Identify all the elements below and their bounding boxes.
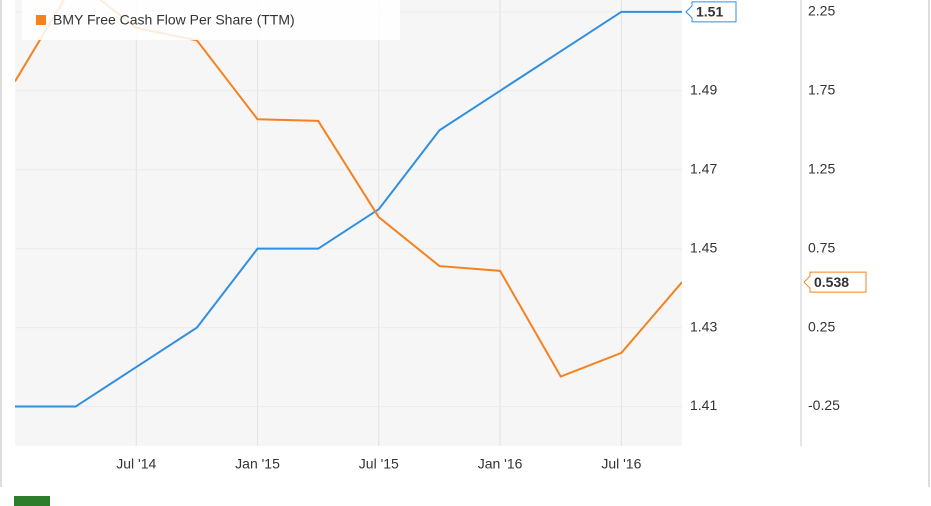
y2-tick-label: 2.25	[808, 3, 835, 19]
plot-area	[15, 0, 682, 446]
x-tick-label: Jul '14	[116, 456, 156, 472]
x-tick-label: Jan '16	[478, 456, 523, 472]
legend: BMY Free Cash Flow Per Share (TTM)	[36, 12, 295, 28]
y-tick-label: 1.43	[690, 318, 717, 334]
value-label: 1.51	[696, 4, 723, 20]
value-label-box	[803, 271, 867, 293]
y-tick-label: 1.45	[690, 239, 717, 255]
y2-tick-label: 1.25	[808, 161, 835, 177]
series-line	[15, 10, 682, 408]
y-tick-label: 1.41	[690, 397, 717, 413]
legend-box	[22, 0, 400, 40]
y-tick-label: 1.47	[690, 160, 717, 176]
y2-tick-label: 0.25	[808, 318, 835, 334]
logo	[14, 496, 50, 506]
value-label-box	[685, 1, 737, 23]
x-tick-label: Jul '16	[601, 456, 641, 472]
labels: Jul '14 Jan '15 Jul '15 Jan '16 Jul '16 1.41 1…	[116, 1, 867, 472]
legend-swatch	[36, 15, 46, 25]
x-tick-label: Jan '15	[235, 456, 280, 472]
value-label: 0.538	[814, 274, 849, 290]
y2-tick-label: 0.75	[808, 239, 835, 255]
x-tick-label: Jul '15	[359, 456, 399, 472]
y2-tick-label: 1.75	[808, 82, 835, 98]
y2-tick-label: -0.25	[808, 397, 840, 413]
y-tick-label: 1.49	[690, 81, 717, 97]
legend-label: BMY Free Cash Flow Per Share (TTM)	[53, 12, 295, 28]
